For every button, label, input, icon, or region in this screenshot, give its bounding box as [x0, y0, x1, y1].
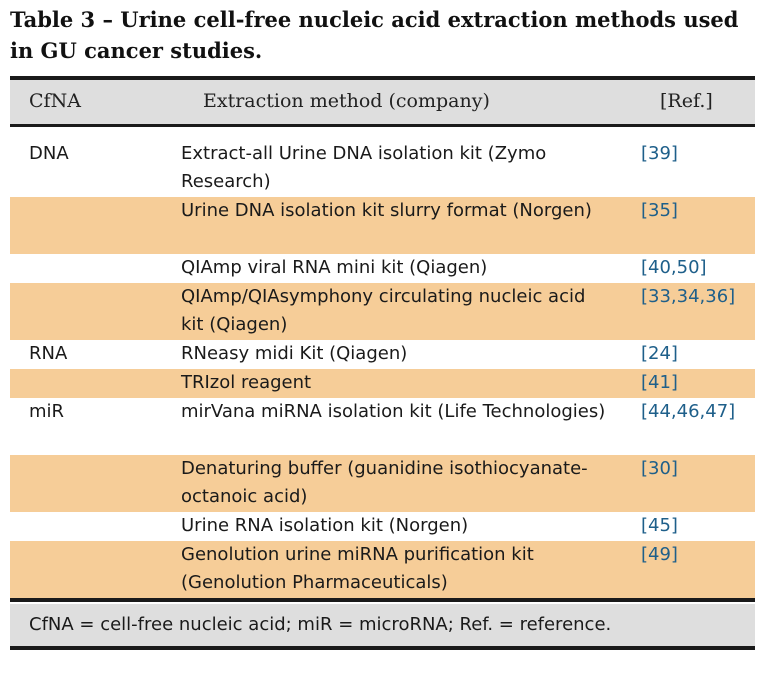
method-cell: Denaturing buffer (guanidine isothiocyan… [181, 458, 588, 507]
ref-link[interactable]: [49] [641, 544, 678, 565]
ref-link[interactable]: [33,34,36] [641, 286, 736, 307]
method-cell: QIAmp viral RNA mini kit (Qiagen) [181, 257, 488, 278]
method-cell: Genolution urine miRNA purification kit … [181, 544, 534, 593]
header-extraction-method: Extraction method (company) [203, 90, 490, 112]
cfna-cell: miR [29, 401, 65, 422]
ref-link[interactable]: [39] [641, 143, 678, 164]
table-header [10, 80, 755, 124]
table-row: miR mirVana miRNA isolation kit (Life Te… [10, 398, 755, 455]
table-row: Urine RNA isolation kit (Norgen) [45] [10, 512, 755, 541]
method-cell: mirVana miRNA isolation kit (Life Techno… [181, 401, 606, 422]
header-cfna: CfNA [29, 90, 81, 112]
ref-link[interactable]: [24] [641, 343, 678, 364]
header-ref: [Ref.] [660, 90, 713, 112]
ref-link[interactable]: [40,50] [641, 257, 707, 278]
table-row: QIAmp viral RNA mini kit (Qiagen) [40,50… [10, 254, 755, 283]
table-title: Table 3 – Urine cell-free nucleic acid e… [10, 7, 739, 63]
ref-link[interactable]: [45] [641, 515, 678, 536]
cfna-cell: RNA [29, 343, 68, 364]
ref-link[interactable]: [44,46,47] [641, 401, 736, 422]
table-row: DNA Extract-all Urine DNA isolation kit … [10, 140, 755, 197]
ref-link[interactable]: [35] [641, 200, 678, 221]
ref-link[interactable]: [41] [641, 372, 678, 393]
ref-link[interactable]: [30] [641, 458, 678, 479]
footnote: CfNA = cell-free nucleic acid; miR = mic… [29, 614, 612, 635]
table-row: Urine DNA isolation kit slurry format (N… [10, 197, 755, 254]
table-row: Genolution urine miRNA purification kit … [10, 541, 755, 598]
table-row: TRIzol reagent [41] [10, 369, 755, 398]
footer-rule [10, 646, 755, 650]
method-cell: Extract-all Urine DNA isolation kit (Zym… [181, 143, 547, 192]
cfna-cell: DNA [29, 143, 69, 164]
table-row: Denaturing buffer (guanidine isothiocyan… [10, 455, 755, 512]
method-cell: Urine DNA isolation kit slurry format (N… [181, 200, 592, 221]
table-row: QIAmp/QIAsymphony circulating nucleic ac… [10, 283, 755, 340]
table-footer [10, 604, 755, 646]
method-cell: RNeasy midi Kit (Qiagen) [181, 343, 408, 364]
header-rule [10, 124, 755, 127]
method-cell: QIAmp/QIAsymphony circulating nucleic ac… [181, 286, 586, 335]
method-cell: TRIzol reagent [181, 372, 312, 393]
top-rule [10, 76, 755, 80]
bottom-rule [10, 598, 755, 602]
method-cell: Urine RNA isolation kit (Norgen) [181, 515, 469, 536]
table-row: RNA RNeasy midi Kit (Qiagen) [24] [10, 340, 755, 369]
